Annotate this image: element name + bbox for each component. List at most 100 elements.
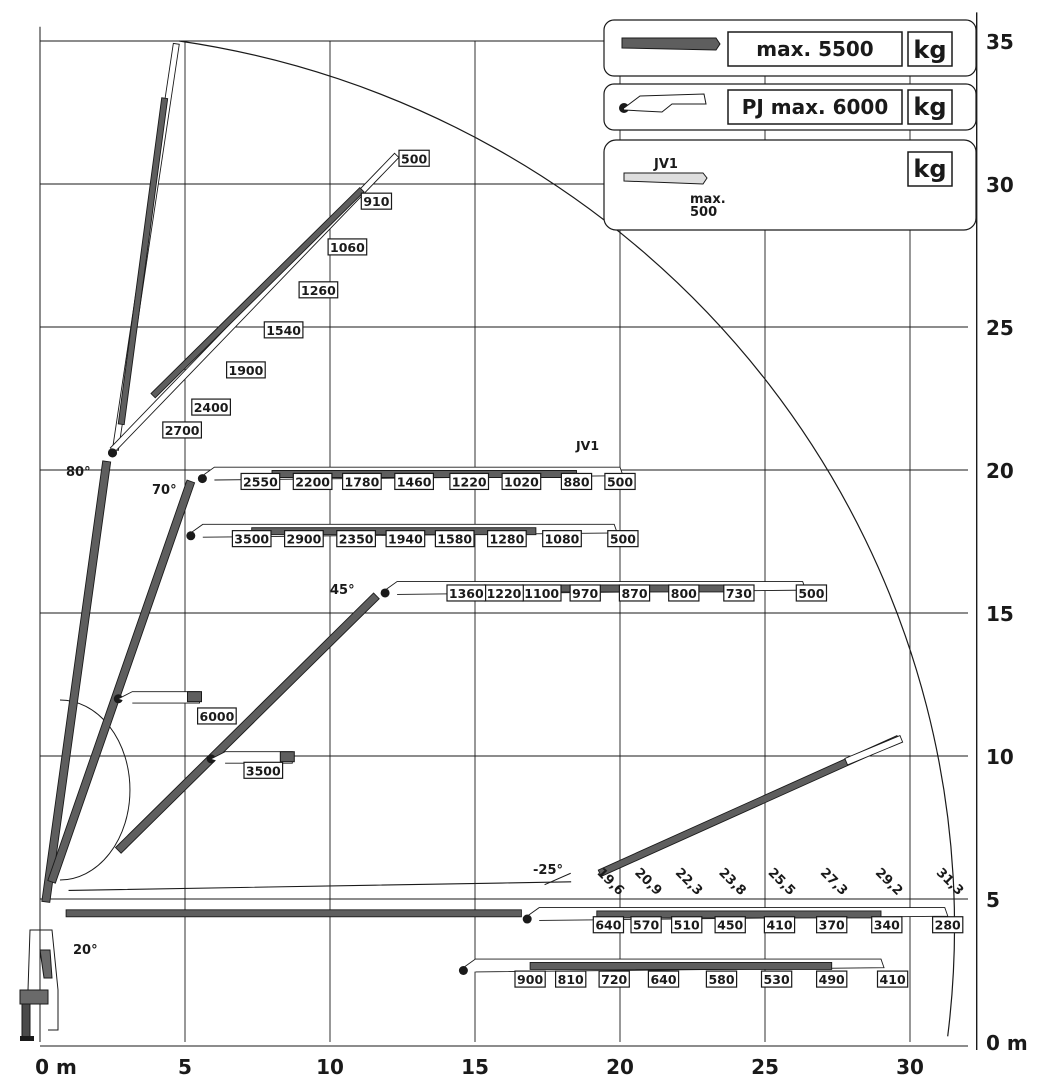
crane-base (19, 929, 59, 1041)
load-box (398, 149, 430, 167)
y-tick-label: 15 (986, 602, 1014, 626)
load-label-jib-45: 1220 (484, 584, 524, 602)
load-box (554, 970, 587, 988)
main-boom-45 (114, 592, 380, 854)
jib-45-pivot-icon (380, 588, 390, 598)
reach-label: 19,6 (594, 865, 627, 898)
load-value: 2400 (194, 400, 229, 415)
load-value: 450 (717, 918, 743, 933)
load-box (630, 916, 662, 934)
load-value: 2350 (339, 532, 374, 547)
load-box (795, 584, 828, 602)
x-axis-ticks: 0 m 5 10 15 20 25 30 (35, 1055, 924, 1079)
load-box (514, 970, 546, 988)
jib-diag-pivot-icon (108, 448, 117, 458)
load-label-jib-70: 1220 (449, 472, 490, 491)
load-box (292, 472, 333, 491)
load-label-jib-horizontal: 280 (931, 916, 964, 934)
legend-main-boom-text: max. 5500 (756, 37, 873, 61)
load-label-jib-80: 1260 (298, 281, 339, 299)
load-box (618, 584, 651, 602)
load-value: 3500 (234, 532, 269, 547)
load-box (670, 916, 703, 934)
load-value: 1360 (449, 586, 484, 601)
load-box (542, 530, 582, 548)
jib-inclined-body (597, 735, 901, 878)
load-label-jib-horizontal: 570 (630, 916, 662, 934)
load-label-jib-70b: 2900 (284, 530, 324, 548)
legend-extension-max-line1: max. (690, 192, 726, 207)
y-axis-ticks: 0 m 5 10 15 20 25 30 35 (986, 30, 1028, 1055)
load-value: 1080 (545, 532, 580, 547)
load-box (243, 761, 284, 779)
load-label-jib-80: 500 (398, 149, 430, 167)
load-value: 2900 (287, 532, 322, 547)
load-value: 1260 (301, 283, 336, 298)
y-tick-label: 30 (986, 173, 1014, 197)
load-value: 530 (764, 972, 790, 987)
load-value: 500 (610, 532, 636, 547)
load-value: 1580 (437, 532, 472, 547)
jib-low-pivot-icon (458, 966, 468, 975)
load-box (705, 970, 738, 988)
load-box (231, 530, 272, 548)
load-label-jib-low: 900 (514, 970, 546, 988)
jib-80-body (117, 97, 169, 426)
load-label-jib-80: 910 (360, 192, 393, 210)
load-value: 900 (517, 972, 543, 987)
load-label-jib-low: 410 (876, 970, 909, 988)
y-tick-label: 25 (986, 316, 1014, 340)
main-boom-20 (65, 909, 522, 918)
jib-inclined-tip (844, 735, 904, 766)
y-tick-label: 0 m (986, 1031, 1028, 1055)
load-label-jib-horizontal: 340 (871, 916, 903, 934)
load-label-jib-70: 2200 (292, 472, 333, 491)
load-value: 640 (650, 972, 676, 987)
load-label-jib-80: 2400 (191, 398, 232, 416)
load-box (668, 584, 700, 602)
load-label-jib-45: 730 (723, 584, 755, 602)
legend-jib-text: PJ max. 6000 (742, 95, 889, 119)
main-boom-icon (621, 37, 721, 51)
legend-extension: JV1 max. 500 kg (603, 139, 977, 231)
load-box (487, 530, 527, 548)
jib-70-pivot-icon (197, 474, 207, 484)
load-label-jib-70b: 3500 (231, 530, 272, 548)
load-box (815, 970, 848, 988)
load-box (598, 970, 630, 988)
load-value: 800 (671, 586, 697, 601)
load-value: 2550 (243, 474, 278, 489)
load-label-jib-70b: 500 (607, 530, 639, 548)
load-box (263, 321, 304, 339)
load-value: 500 (607, 474, 633, 489)
load-box (336, 530, 376, 548)
load-box (723, 584, 755, 602)
x-tick-label: 25 (751, 1055, 779, 1079)
load-box (714, 916, 746, 934)
load-label-jib-80: 1540 (263, 321, 304, 339)
reach-label: 25,5 (765, 865, 798, 898)
load-label-jib-45: 970 (569, 584, 601, 602)
load-value: 1020 (504, 474, 539, 489)
load-value: 370 (819, 918, 845, 933)
load-box (815, 916, 848, 934)
load-label-jib-70: 880 (560, 472, 593, 491)
reach-label: 20,9 (631, 865, 664, 898)
x-tick-label: 0 m (35, 1055, 77, 1079)
load-value: 410 (766, 918, 792, 933)
load-value: 6000 (200, 709, 235, 724)
load-value: 880 (563, 474, 589, 489)
reach-label: 27,3 (817, 865, 850, 898)
load-value: 810 (558, 972, 584, 987)
load-value: 730 (726, 586, 752, 601)
load-value: 1780 (345, 474, 380, 489)
angle-label-20: 20° (73, 943, 98, 958)
load-value: 2700 (165, 423, 200, 438)
load-box (162, 421, 203, 439)
jib-70b-pivot-icon (186, 531, 196, 541)
load-box (191, 398, 232, 416)
load-label-jib-70b: 1280 (487, 530, 527, 548)
load-label-jib-low: 490 (815, 970, 848, 988)
reach-label: 31,3 (933, 865, 966, 898)
jib-horizontal-pivot-icon (522, 914, 532, 924)
